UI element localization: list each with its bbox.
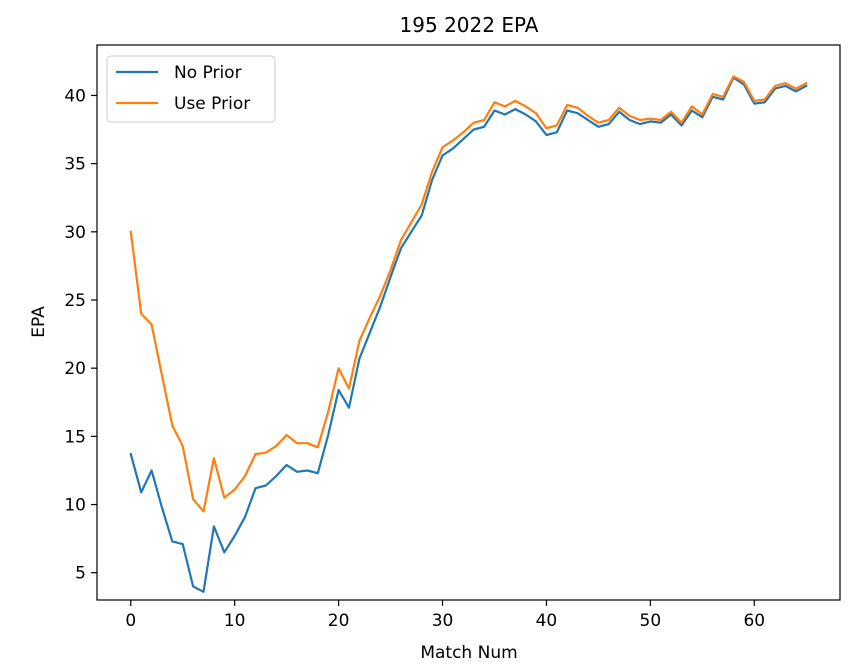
x-tick-label: 0 [125,611,136,631]
chart-title: 195 2022 EPA [400,13,539,37]
y-axis-label: EPA [29,306,49,338]
plot-frame [96,44,841,601]
y-tick-label: 5 [75,564,86,584]
legend-label-use-prior: Use Prior [174,94,250,114]
x-tick-label: 10 [224,611,246,631]
series-layer [129,75,808,593]
y-tick-label: 20 [64,359,86,379]
y-tick-label: 25 [64,291,86,311]
x-tick-label: 20 [328,611,350,631]
x-axis-label: Match Num [420,643,517,663]
y-tick-label: 15 [64,427,86,447]
y-tick-label: 40 [64,86,86,106]
series-line-no-prior [129,76,808,593]
y-tick-label: 35 [64,155,86,175]
ticks-layer: 0 10 20 30 40 50 60 5 10 15 20 25 30 35 40 [64,86,765,631]
x-tick-label: 50 [640,611,662,631]
legend-label-no-prior: No Prior [174,63,242,83]
series-line-use-prior [129,75,808,513]
x-tick-label: 30 [432,611,454,631]
x-tick-label: 40 [536,611,558,631]
x-tick-label: 60 [743,611,765,631]
legend: No Prior Use Prior [106,55,276,123]
y-tick-label: 30 [64,223,86,243]
y-tick-label: 10 [64,496,86,516]
